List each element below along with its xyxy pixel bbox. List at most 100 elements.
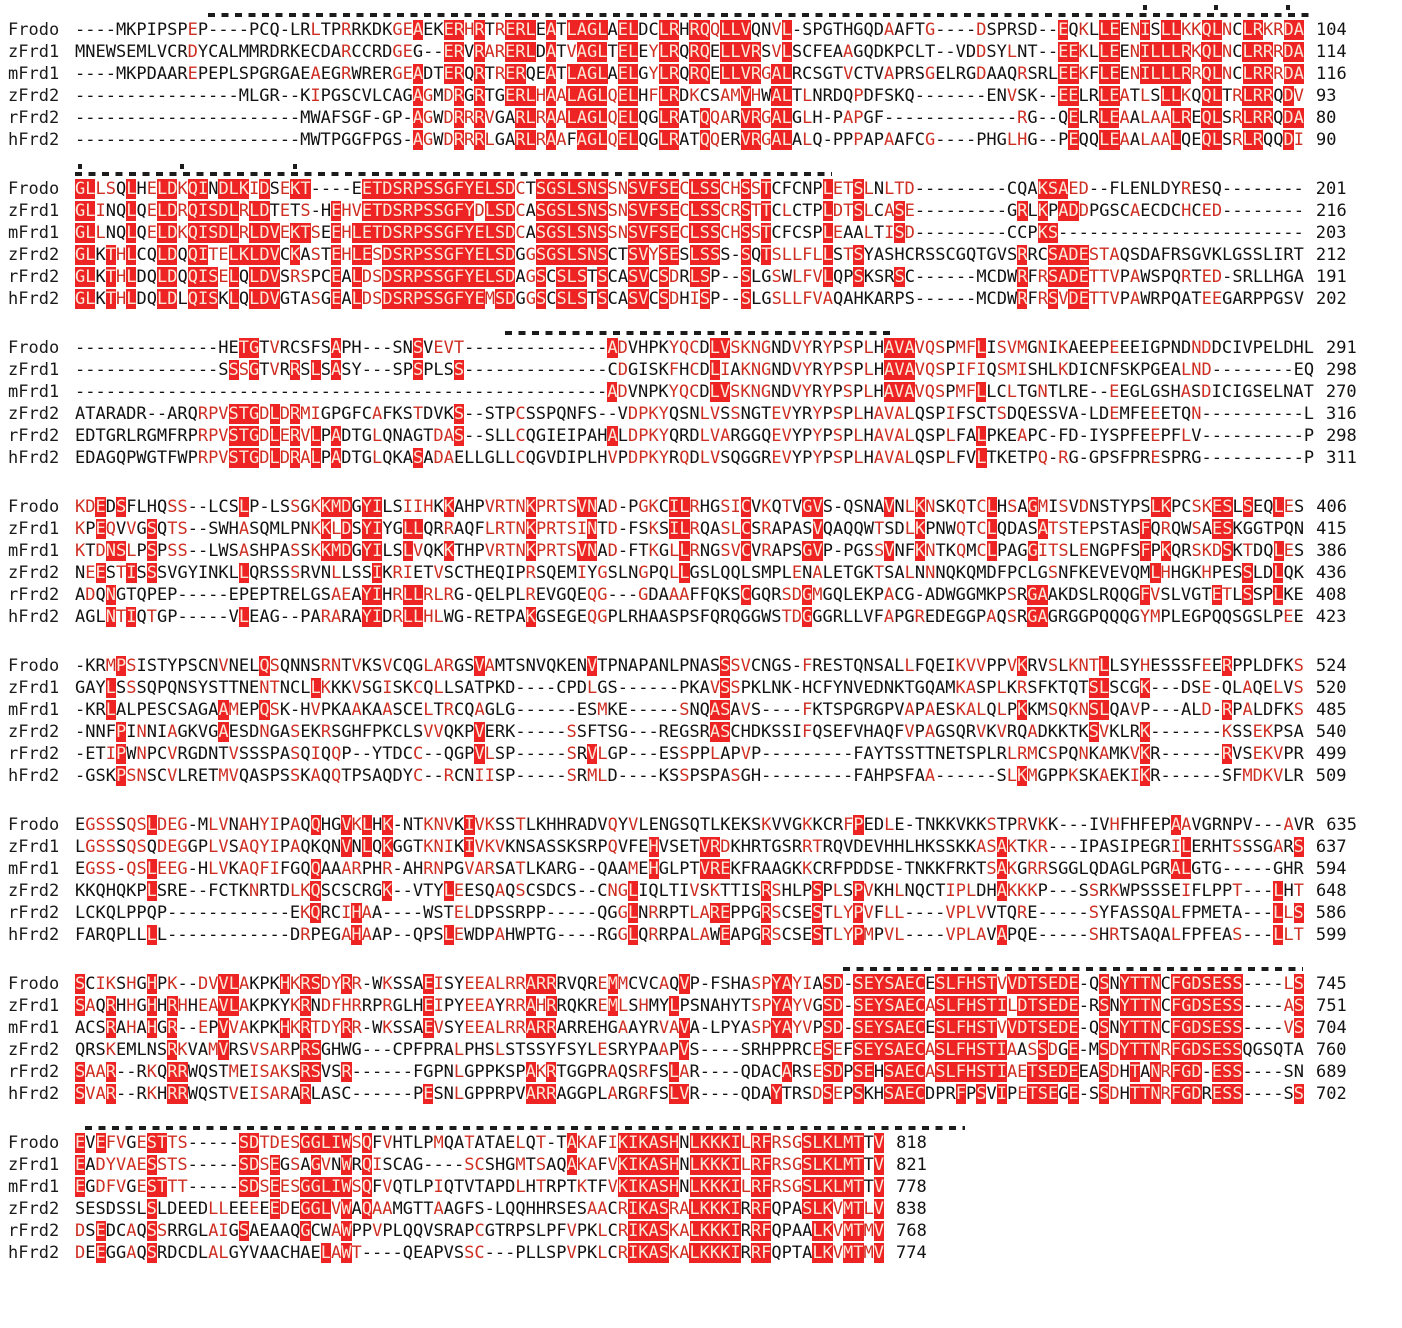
residue-number: 751 — [1316, 996, 1347, 1016]
residue-number: 191 — [1316, 267, 1347, 287]
sequence-label: mFrd1 — [8, 1177, 60, 1197]
residue-number: 298 — [1326, 426, 1357, 446]
sequence-label: zFrd2 — [8, 1199, 60, 1219]
residue-number: 436 — [1315, 563, 1347, 583]
alignment-row: mFrd1 ACSRAHAHGR--EPVVAKPKHKRTDYRR-WKSSAE… — [8, 1017, 1398, 1039]
residue-number: 90 — [1315, 130, 1337, 150]
alignment-row: Frodo EVEFVGESTTS-----SDTDESGGLIWSQFVHTLP… — [8, 1132, 1398, 1154]
sequence-text: GAYLSSSQPQNSYSTTNENTNCLLKKKVSGISKCQLLSAT… — [75, 678, 1304, 698]
sequence-text: EGSSSQSLDEG-MLVNAHYIPAQQHGVKLHK-NTKNVKIV… — [75, 815, 1315, 835]
position-dot — [1142, 5, 1147, 10]
alignment-row: zFrd2 ATARADR--ARQRPVSTGDLDRMIGPGFCAFKSTD… — [8, 403, 1398, 425]
alignment-row: zFrd1 MNEWSEMLVCRDYCALMMRDRKECDARCCRDGEG-… — [8, 41, 1398, 63]
alignment-row: zFrd2 NEESTISSSVGYINKLLQRSSSRVNLLSSIKRIET… — [8, 562, 1398, 584]
sequence-label: hFrd2 — [8, 607, 60, 627]
sequence-text: SESDSSLSLDEEDLLEEEEEDEGGLVWAQAAMGTTAAGFS… — [75, 1199, 885, 1219]
residue-number: 415 — [1316, 519, 1347, 539]
sequence-text: QRSKEMLNSRKVAMVRSVSARPRSGHWG---CPFPRALPH… — [75, 1040, 1304, 1060]
dashed-overline — [842, 967, 1304, 971]
sequence-text: EDTGRLRGMFRPRPVSTGDLERVLPADTGLQNAGTDAS--… — [75, 426, 1315, 446]
sequence-label: mFrd1 — [8, 64, 60, 84]
residue-number: 702 — [1316, 1084, 1347, 1104]
sequence-label: rFrd2 — [8, 108, 60, 128]
sequence-label: Frodo — [8, 497, 60, 517]
dashed-overline — [208, 13, 1314, 17]
sequence-label: Frodo — [8, 656, 60, 676]
sequence-label: mFrd1 — [8, 541, 60, 561]
alignment-row: rFrd2 -ETIPWNPCVRGDNTVSSSPASQIQQP--YTDCC-… — [8, 743, 1398, 765]
residue-number: 93 — [1315, 86, 1337, 106]
sequence-text: -KRLALPESCSAGAAMEPQSK-HVPKAAKAASCELTRCQA… — [75, 700, 1304, 720]
sequence-label: rFrd2 — [8, 1221, 60, 1241]
sequence-label: mFrd1 — [8, 223, 60, 243]
sequence-label: zFrd2 — [8, 404, 60, 424]
sequence-text: GLINQLQELDRQISDLRLDTETS-HEHVETDSRPSSGFYD… — [75, 201, 1305, 221]
dashed-overline — [85, 1126, 966, 1130]
residue-number: 212 — [1315, 245, 1347, 265]
sequence-label: rFrd2 — [8, 1062, 60, 1082]
residue-number: 311 — [1326, 448, 1357, 468]
alignment-row: rFrd2 ADQNGTQPEP-----EPEPTRELGSAEAYIHRLLR… — [8, 584, 1398, 606]
residue-number: 298 — [1326, 360, 1357, 380]
sequence-label: zFrd2 — [8, 881, 60, 901]
alignment-row: mFrd1 -KRLALPESCSAGAAMEPQSK-HVPKAAKAASCEL… — [8, 699, 1398, 721]
residue-number: 485 — [1315, 700, 1347, 720]
sequence-label: Frodo — [8, 1133, 60, 1153]
sequence-label: hFrd2 — [8, 1243, 60, 1263]
alignment-row: hFrd2 AGLNTIQTGP-----VLEAG--PARARAYIDRLLH… — [8, 606, 1398, 628]
sequence-label: mFrd1 — [8, 1018, 60, 1038]
alignment-row: zFrd1 SAQRHHGHHRHHEAVLAKPKYKRNDFHRRPRGLHE… — [8, 995, 1398, 1017]
sequence-label: zFrd2 — [8, 86, 60, 106]
alignment-row: mFrd1 -----------------------------------… — [8, 381, 1398, 403]
sequence-label: Frodo — [8, 338, 60, 358]
residue-number: 291 — [1326, 338, 1357, 358]
alignment-row: rFrd2 LCKQLPPQP------------EKQRCIHAA----W… — [8, 902, 1398, 924]
alignment-row: hFrd2 EDAGQPWGTFWPRPVSTGDLDRALPADTGLQKASA… — [8, 447, 1398, 469]
sequence-text: SAQRHHGHHRHHEAVLAKPKYKRNDFHRRPRGLHEIPYEE… — [75, 996, 1305, 1016]
residue-number: 114 — [1315, 42, 1347, 62]
sequence-label: mFrd1 — [8, 859, 60, 879]
sequence-text: ----------------MLGR--KIPGSCVLCAGAGMDRGR… — [75, 86, 1304, 106]
domain-overline — [8, 960, 1398, 973]
alignment-row: zFrd2 GLKTHLCQLDQQITELKLDVCKASTEHLESDSRPS… — [8, 244, 1398, 266]
residue-number: 838 — [896, 1199, 927, 1219]
sequence-text: MNEWSEMLVCRDYCALMMRDRKECDARCCRDGEG--ERVR… — [75, 42, 1304, 62]
sequence-label: hFrd2 — [8, 1084, 60, 1104]
residue-number: 637 — [1315, 837, 1347, 857]
sequence-text: KPEQVVGSQTS--SWHASQMLPNKKLDSYIYGLLQRRAQF… — [75, 519, 1305, 539]
dashed-overline — [504, 331, 894, 335]
alignment-row: mFrd1 EGSS-QSLEEG-HLVKAQFIFGQQAAARPHR-AHR… — [8, 858, 1398, 880]
residue-number: 406 — [1316, 497, 1347, 517]
alignment-row: rFrd2 DSEDCAQSSRRGLAIGSAEAAQGCWAWPPVPLQQV… — [8, 1220, 1398, 1242]
sequence-label: Frodo — [8, 974, 60, 994]
overline-spacer — [8, 642, 1398, 655]
residue-number: 104 — [1315, 20, 1347, 40]
sequence-text: GLKTHLCQLDQQITELKLDVCKASTEHLESDSRPSSGFYE… — [75, 245, 1304, 265]
sequence-text: ----------------------MWAFSGF-GP-AGWDRRR… — [75, 108, 1304, 128]
sequence-text: SCIKSHGHPK--DVVLAKPKHKRSDYRR-WKSSAEISYEE… — [75, 974, 1305, 994]
alignment-row: hFrd2 FARQPLLLL------------DRPEGAHAAP--QP… — [8, 924, 1398, 946]
sequence-text: GLLNQLQELDKQISDLRLDVEKTSEEHLETDSRPSSGFYE… — [75, 223, 1304, 243]
sequence-label: zFrd1 — [8, 1155, 60, 1175]
residue-number: 201 — [1315, 179, 1347, 199]
sequence-text: ADQNGTQPEP-----EPEPTRELGSAEAYIHRLLRLRG-Q… — [75, 585, 1304, 605]
sequence-label: hFrd2 — [8, 289, 60, 309]
sequence-text: ----------------------------------------… — [75, 382, 1314, 402]
alignment-row: rFrd2 SAAR--RKQRRWQSTMEISAKSRSVSR------FG… — [8, 1061, 1398, 1083]
residue-number: 520 — [1315, 678, 1347, 698]
alignment-row: zFrd1 --------------SSSGTVRRSLSASY---SPSP… — [8, 359, 1398, 381]
sequence-label: zFrd2 — [8, 1040, 60, 1060]
sequence-text: ----------------------MWTPGGFPGS-AGWDRRR… — [75, 130, 1304, 150]
sequence-text: EDAGQPWGTFWPRPVSTGDLDRALPADTGLQKASADAELL… — [75, 448, 1315, 468]
alignment-row: rFrd2 GLKTHLDQLDQQISELQLDVSRSPCEALDSDSRPS… — [8, 266, 1398, 288]
overline-spacer — [8, 801, 1398, 814]
sequence-text: GLKTHLDQLDQQISELQLDVSRSPCEALDSDSRPSSGFYE… — [75, 267, 1305, 287]
alignment-row: mFrd1 ----MKPDAAREPEPLSPGRGAEAEGRWRERGEAD… — [8, 63, 1398, 85]
residue-number: 270 — [1325, 382, 1357, 402]
position-dot — [1285, 5, 1290, 10]
alignment-block: Frodo EGSSSQSLDEG-MLVNAHYIPAQQHGVKLHK-NTK… — [8, 801, 1398, 946]
residue-number: 594 — [1315, 859, 1347, 879]
sequence-text: ----MKPIPSPEP----PCQ-LRLTPRRKDKGEAEKERHR… — [75, 20, 1304, 40]
alignment-row: zFrd2 ----------------MLGR--KIPGSCVLCAGAG… — [8, 85, 1398, 107]
alignment-row: hFrd2 SVAR--RKHRRWQSTVEISARARLASC------PE… — [8, 1083, 1398, 1105]
